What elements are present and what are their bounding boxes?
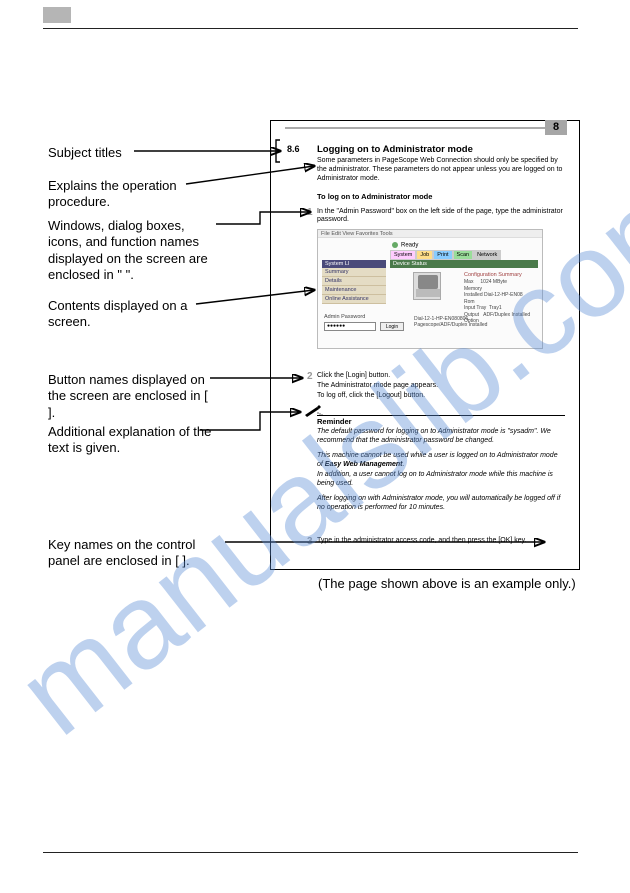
anno-contents: Contents displayed on a screen. [48,298,218,331]
ss-tab-system: System [390,250,416,260]
ss-side-online: Online Assistance [322,295,386,304]
step-1-text: In the "Admin Password" box on the left … [317,208,565,225]
anno-additional: Additional explanation of the text is gi… [48,424,218,457]
step2-l3: To log off, click the [Logout] button. [317,392,425,399]
ss-tabs: SystemJobPrintScanNetwork [390,252,501,258]
ss-tab-network: Network [473,250,501,260]
rem-p2: This machine cannot be used while a user… [317,451,565,470]
ss-side-details: Details [322,277,386,286]
step-3-text: Type in the administrator access code, a… [317,537,565,544]
ss-side-maint: Maintenance [322,286,386,295]
ss-sidebar: System Ll Summary Details Maintenance On… [322,260,386,304]
ss-menubar: File Edit View Favorites Tools [318,230,542,238]
step2-l2: The Administrator mode page appears. [317,382,438,389]
chapter-num: 8 [545,120,567,135]
anno-windows: Windows, dialog boxes, icons, and functi… [48,218,218,283]
anno-buttons: Button names displayed on the screen are… [48,372,218,421]
reminder-rule [317,415,565,416]
intro-text: Some parameters in PageScope Web Connect… [317,157,565,183]
step-2-text: Click the [Login] button. The Administra… [317,371,565,401]
section-num: 8.6 [287,144,300,154]
step-2-num: 2 [307,371,313,382]
ss-tab-print: Print [433,250,452,260]
inner-screenshot: File Edit View Favorites Tools Ready Sys… [317,229,543,349]
step2-l1: Click the [Login] button. [317,372,390,379]
chapter-bar [285,127,567,129]
ss-tab-job: Job [416,250,433,260]
page-preview: 8 8.6 Logging on to Administrator mode S… [270,120,580,570]
ss-desc: Dial-12-1-HP-EN080806 Pagescope/ADF/Dupl… [414,316,487,328]
printer-icon [413,272,441,300]
ss-side-head: System Ll [322,260,386,268]
top-rule [43,28,578,29]
ss-password-box [324,322,376,331]
reminder-head: Reminder [317,417,352,426]
anno-explains: Explains the operation procedure. [48,178,218,211]
subhead: To log on to Administrator mode [317,192,432,201]
header-tab [43,7,71,23]
reminder-body: The default password for logging on to A… [317,427,565,513]
section-title: Logging on to Administrator mode [317,144,473,155]
rem-p1: The default password for logging on to A… [317,427,565,446]
anno-subject: Subject titles [48,145,218,161]
rem-p4: After logging on with Administrator mode… [317,494,565,513]
ss-login-label: Admin Password [324,314,365,320]
ss-tab-scan: Scan [453,250,474,260]
ss-side-summary: Summary [322,268,386,277]
ss-info-head: Configuration Summary [464,272,536,279]
anno-keys: Key names on the control panel are enclo… [48,537,218,570]
ss-ready: Ready [392,242,418,249]
step-1-num: 1 [307,207,313,218]
caption: (The page shown above is an example only… [318,576,576,591]
step-3-num: 3 [307,536,313,547]
rem-p3: In addition, a user cannot log on to Adm… [317,470,565,489]
ss-main-head: Device Status [390,260,538,268]
bottom-rule [43,852,578,853]
ss-login-button: Login [380,322,404,331]
